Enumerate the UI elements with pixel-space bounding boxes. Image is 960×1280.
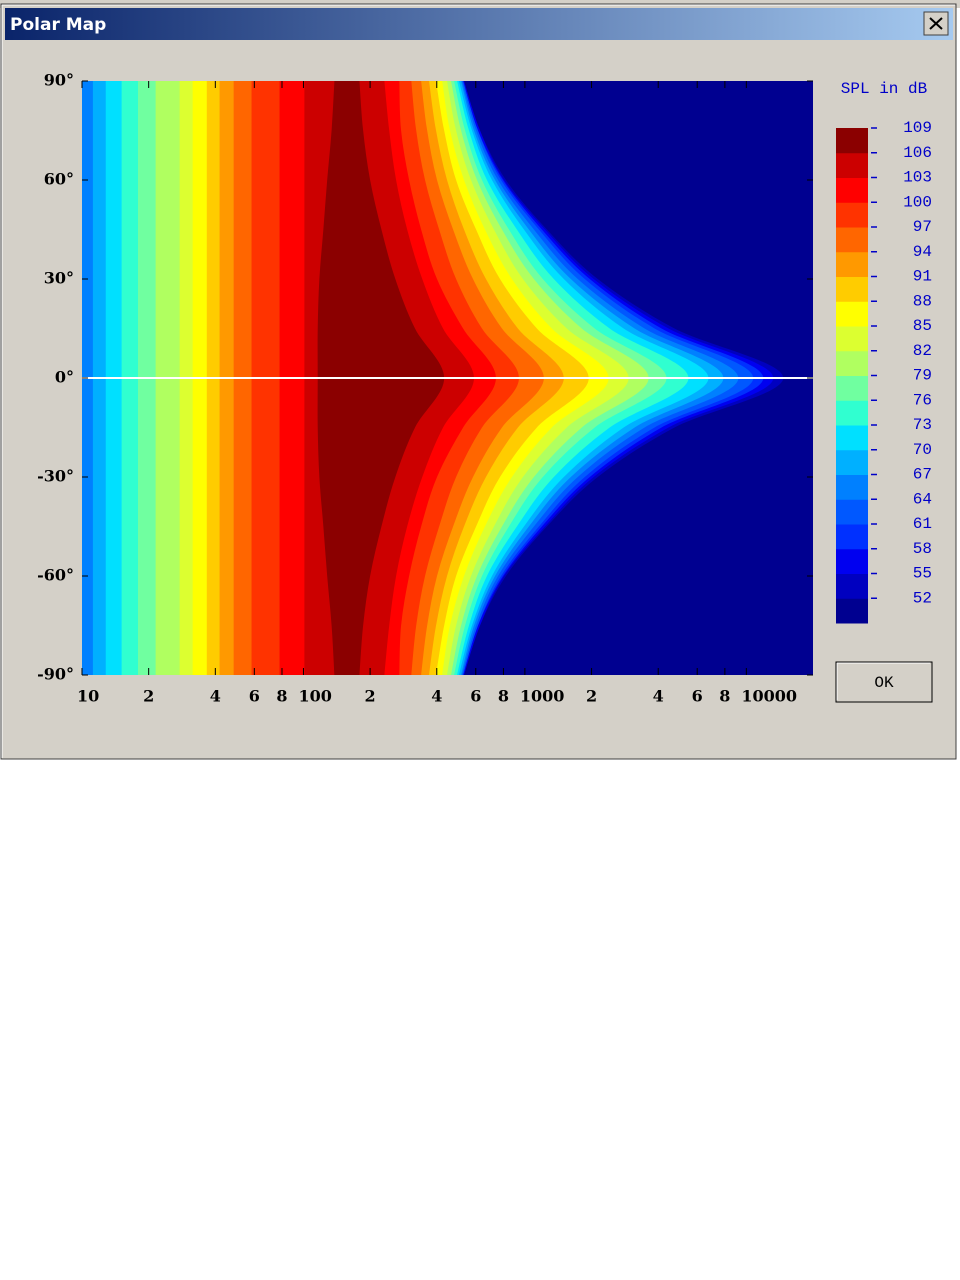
colorbar-band — [836, 524, 868, 550]
ok-button-label: OK — [874, 674, 894, 692]
x-tick-label: 8 — [719, 687, 730, 706]
colorbar-tick-label: 103 — [903, 169, 932, 187]
y-tick-label: 90° — [44, 71, 74, 90]
x-tick-label: 6 — [470, 687, 481, 706]
x-tick-label: 1000 — [520, 687, 565, 706]
colorbar-tick-label: 79 — [913, 367, 932, 385]
colorbar-band — [836, 375, 868, 401]
x-tick-label: 8 — [276, 687, 287, 706]
colorbar-band — [836, 598, 868, 624]
x-tick-label: 10 — [77, 687, 99, 706]
y-tick-label: 0° — [55, 368, 74, 387]
colorbar-tick-label: 100 — [903, 193, 932, 211]
y-tick-label: -60° — [37, 566, 74, 585]
colorbar-tick-label: 94 — [913, 243, 932, 261]
x-tick-label: 4 — [210, 687, 221, 706]
colorbar-band — [836, 177, 868, 203]
ok-button[interactable]: OK — [835, 661, 933, 703]
colorbar-tick-label: 73 — [913, 416, 932, 434]
colorbar-band — [836, 449, 868, 475]
x-tick-label: 2 — [586, 687, 597, 706]
colorbar-title: SPL in dB — [841, 80, 927, 98]
colorbar-band — [836, 301, 868, 327]
colorbar-tick-label: 61 — [913, 515, 932, 533]
x-tick-label: 6 — [692, 687, 703, 706]
colorbar-band — [836, 400, 868, 426]
colorbar-band — [836, 202, 868, 228]
colorbar-tick-label: 70 — [913, 441, 932, 459]
colorbar-band — [836, 573, 868, 599]
colorbar-band — [836, 326, 868, 352]
colorbar-band — [836, 548, 868, 574]
colorbar-band — [836, 350, 868, 376]
x-tick-label: 8 — [498, 687, 509, 706]
x-tick-label: 2 — [365, 687, 376, 706]
x-tick-label: 10000 — [741, 687, 797, 706]
colorbar-tick-label: 52 — [913, 589, 932, 607]
colorbar-band — [836, 474, 868, 500]
colorbar-tick-label: 109 — [903, 119, 932, 137]
colorbar-band — [836, 276, 868, 302]
dialog-window: Polar Map 90°60°30°0°-30°-60°-90°10 2 4 6 8 1… — [0, 0, 960, 760]
close-icon — [929, 17, 943, 30]
colorbar-band — [836, 499, 868, 525]
colorbar-tick-label: 97 — [913, 218, 932, 236]
colorbar-tick-label: 67 — [913, 466, 932, 484]
colorbar-band — [836, 227, 868, 253]
y-tick-label: -90° — [37, 665, 74, 684]
colorbar-tick-label: 91 — [913, 268, 932, 286]
window-title: Polar Map — [10, 15, 106, 35]
close-button[interactable] — [923, 11, 949, 36]
x-tick-label: 2 — [143, 687, 154, 706]
plot-area — [82, 81, 813, 675]
colorbar-tick-label: 85 — [913, 317, 932, 335]
y-tick-label: 60° — [44, 170, 74, 189]
colorbar-tick-label: 64 — [913, 490, 932, 508]
colorbar-band — [836, 425, 868, 451]
x-tick-label: 100 — [298, 687, 331, 706]
axes: 90°60°30°0°-30°-60°-90°10 2 4 6 8 100 2 4 6 8 1000… — [37, 71, 932, 706]
x-tick-label: 4 — [431, 687, 442, 706]
colorbar-tick-label: 76 — [913, 391, 932, 409]
ok-button-face — [835, 661, 933, 703]
x-tick-label: 4 — [653, 687, 664, 706]
colorbar-tick-label: 55 — [913, 565, 932, 583]
colorbar-tick-label: 88 — [913, 292, 932, 310]
colorbar-band — [836, 152, 868, 178]
x-tick-label: 6 — [249, 687, 260, 706]
title-bar — [5, 8, 953, 40]
colorbar-band — [836, 251, 868, 277]
colorbar-tick-label: 82 — [913, 342, 932, 360]
colorbar-tick-label: 58 — [913, 540, 932, 558]
colorbar-band — [836, 128, 868, 154]
colorbar-tick-label: 106 — [903, 144, 932, 162]
y-tick-label: 30° — [44, 269, 74, 288]
y-tick-label: -30° — [37, 467, 74, 486]
